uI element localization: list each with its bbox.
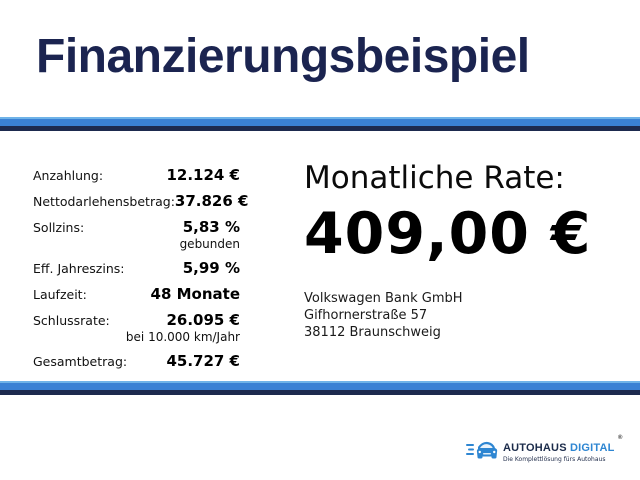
finance-note: gebunden [179, 237, 240, 251]
finance-row: Schlussrate: 26.095 € bei 10.000 km/Jahr [33, 311, 240, 344]
finance-row: Laufzeit: 48 Monate [33, 285, 240, 303]
finance-label: Nettodarlehensbetrag: [33, 194, 175, 209]
finance-row: Nettodarlehensbetrag: 37.826 € [33, 192, 248, 210]
bank-address-line1: Volkswagen Bank GmbH [304, 291, 463, 306]
finance-table: Anzahlung: 12.124 € Nettodarlehensbetrag: 3… [33, 166, 248, 378]
bank-address: Volkswagen Bank GmbH Gifhornerstraße 57 … [304, 290, 634, 341]
finance-row-main: Laufzeit: 48 Monate [33, 285, 240, 303]
finance-row: Eff. Jahreszins: 5,99 % [33, 259, 240, 277]
finance-value: 5,99 % [182, 259, 240, 277]
logo-tagline: Die Komplettlösung fürs Autohaus [503, 456, 606, 463]
finance-row-main: Gesamtbetrag: 45.727 € [33, 352, 240, 370]
bank-address-line3: 38112 Braunschweig [304, 325, 441, 340]
registered-trademark-symbol: ® [617, 435, 623, 441]
monthly-rate-amount: 409,00 € [304, 201, 592, 267]
logo-name-digital: DIGITAL [570, 442, 615, 454]
top-divider-bar [0, 117, 640, 131]
page-title: Finanzierungsbeispiel [36, 30, 530, 83]
finance-value: 12.124 € [166, 166, 240, 184]
finance-label: Anzahlung: [33, 168, 104, 183]
finance-label: Laufzeit: [33, 287, 87, 302]
finance-value: 48 Monate [150, 285, 240, 303]
finance-label: Sollzins: [33, 220, 85, 235]
finance-row-main: Nettodarlehensbetrag: 37.826 € [33, 192, 248, 210]
logo-name-autohaus: AUTOHAUS [503, 442, 567, 454]
logo-text: AUTOHAUS DIGITAL ® Die Komplettlösung für… [503, 435, 623, 464]
monthly-rate-heading: Monatliche Rate: [304, 160, 565, 196]
finance-row-main: Schlussrate: 26.095 € [33, 311, 240, 329]
finance-label: Gesamtbetrag: [33, 354, 128, 369]
finance-row-main: Anzahlung: 12.124 € [33, 166, 240, 184]
rate-block: Monatliche Rate: 409,00 € Volkswagen Ban… [304, 160, 634, 341]
finance-note: bei 10.000 km/Jahr [125, 330, 240, 344]
finance-row-main: Eff. Jahreszins: 5,99 % [33, 259, 240, 277]
logo-name: AUTOHAUS DIGITAL ® [503, 435, 622, 454]
car-front-speed-lines-icon [466, 437, 498, 463]
finance-value: 37.826 € [174, 192, 249, 210]
finance-row: Sollzins: 5,83 % gebunden [33, 218, 240, 251]
finance-label: Schlussrate: [33, 313, 110, 328]
finance-value: 5,83 % [182, 218, 240, 236]
finance-row-main: Sollzins: 5,83 % [33, 218, 240, 236]
finance-row: Anzahlung: 12.124 € [33, 166, 240, 184]
bottom-divider-bar [0, 381, 640, 395]
finance-value: 45.727 € [166, 352, 240, 370]
bank-address-line2: Gifhornerstraße 57 [304, 308, 428, 323]
finance-row: Gesamtbetrag: 45.727 € [33, 352, 240, 370]
finance-label: Eff. Jahreszins: [33, 261, 125, 276]
finance-value: 26.095 € [166, 311, 240, 329]
autohaus-digital-logo: AUTOHAUS DIGITAL ® Die Komplettlösung für… [466, 435, 623, 464]
